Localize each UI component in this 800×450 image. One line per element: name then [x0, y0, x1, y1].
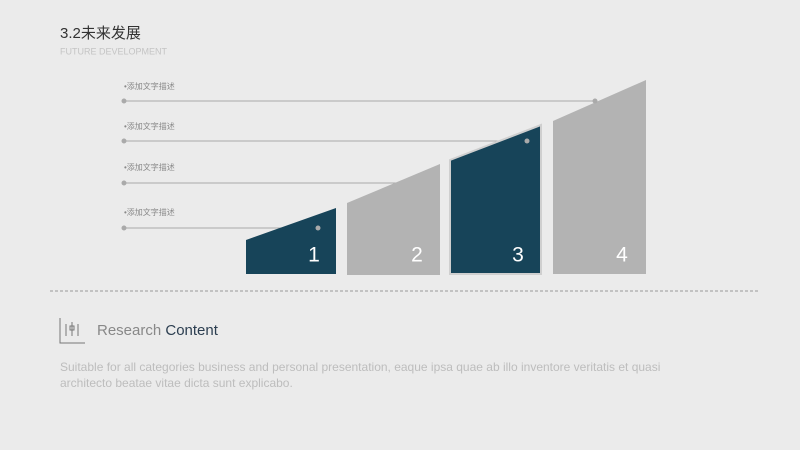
subtitle: FUTURE DEVELOPMENT — [60, 46, 168, 56]
step-shape — [449, 123, 542, 275]
title: 3.2未来发展 — [60, 25, 141, 42]
step-note: •添加文字描述 — [124, 162, 175, 172]
step-shape — [553, 80, 646, 274]
body-text: Suitable for all categories business and… — [60, 360, 660, 374]
step-note: •添加文字描述 — [124, 207, 175, 217]
step-number: 4 — [616, 244, 628, 267]
dot — [315, 225, 321, 231]
icon-frame — [59, 318, 85, 344]
dot — [592, 98, 598, 104]
step-note: •添加文字描述 — [124, 121, 175, 131]
step-number: 3 — [512, 244, 524, 267]
dot — [121, 225, 127, 231]
connectors — [121, 98, 595, 231]
section-title: Research Content — [97, 322, 219, 339]
dot — [524, 138, 530, 144]
step-shape — [347, 164, 440, 275]
step-number: 1 — [308, 244, 320, 267]
icon-knob — [69, 325, 75, 331]
dot — [121, 180, 127, 186]
step-number: 2 — [411, 244, 423, 267]
step-note: •添加文字描述 — [124, 81, 175, 91]
section-title-light: Research — [97, 322, 161, 339]
section-title-bold: Content — [165, 322, 218, 339]
icon — [59, 318, 85, 344]
body-text: architecto beatae vitae dicta sunt expli… — [60, 376, 293, 390]
dot — [121, 138, 127, 144]
dot — [121, 98, 127, 104]
step-shape — [246, 208, 336, 274]
